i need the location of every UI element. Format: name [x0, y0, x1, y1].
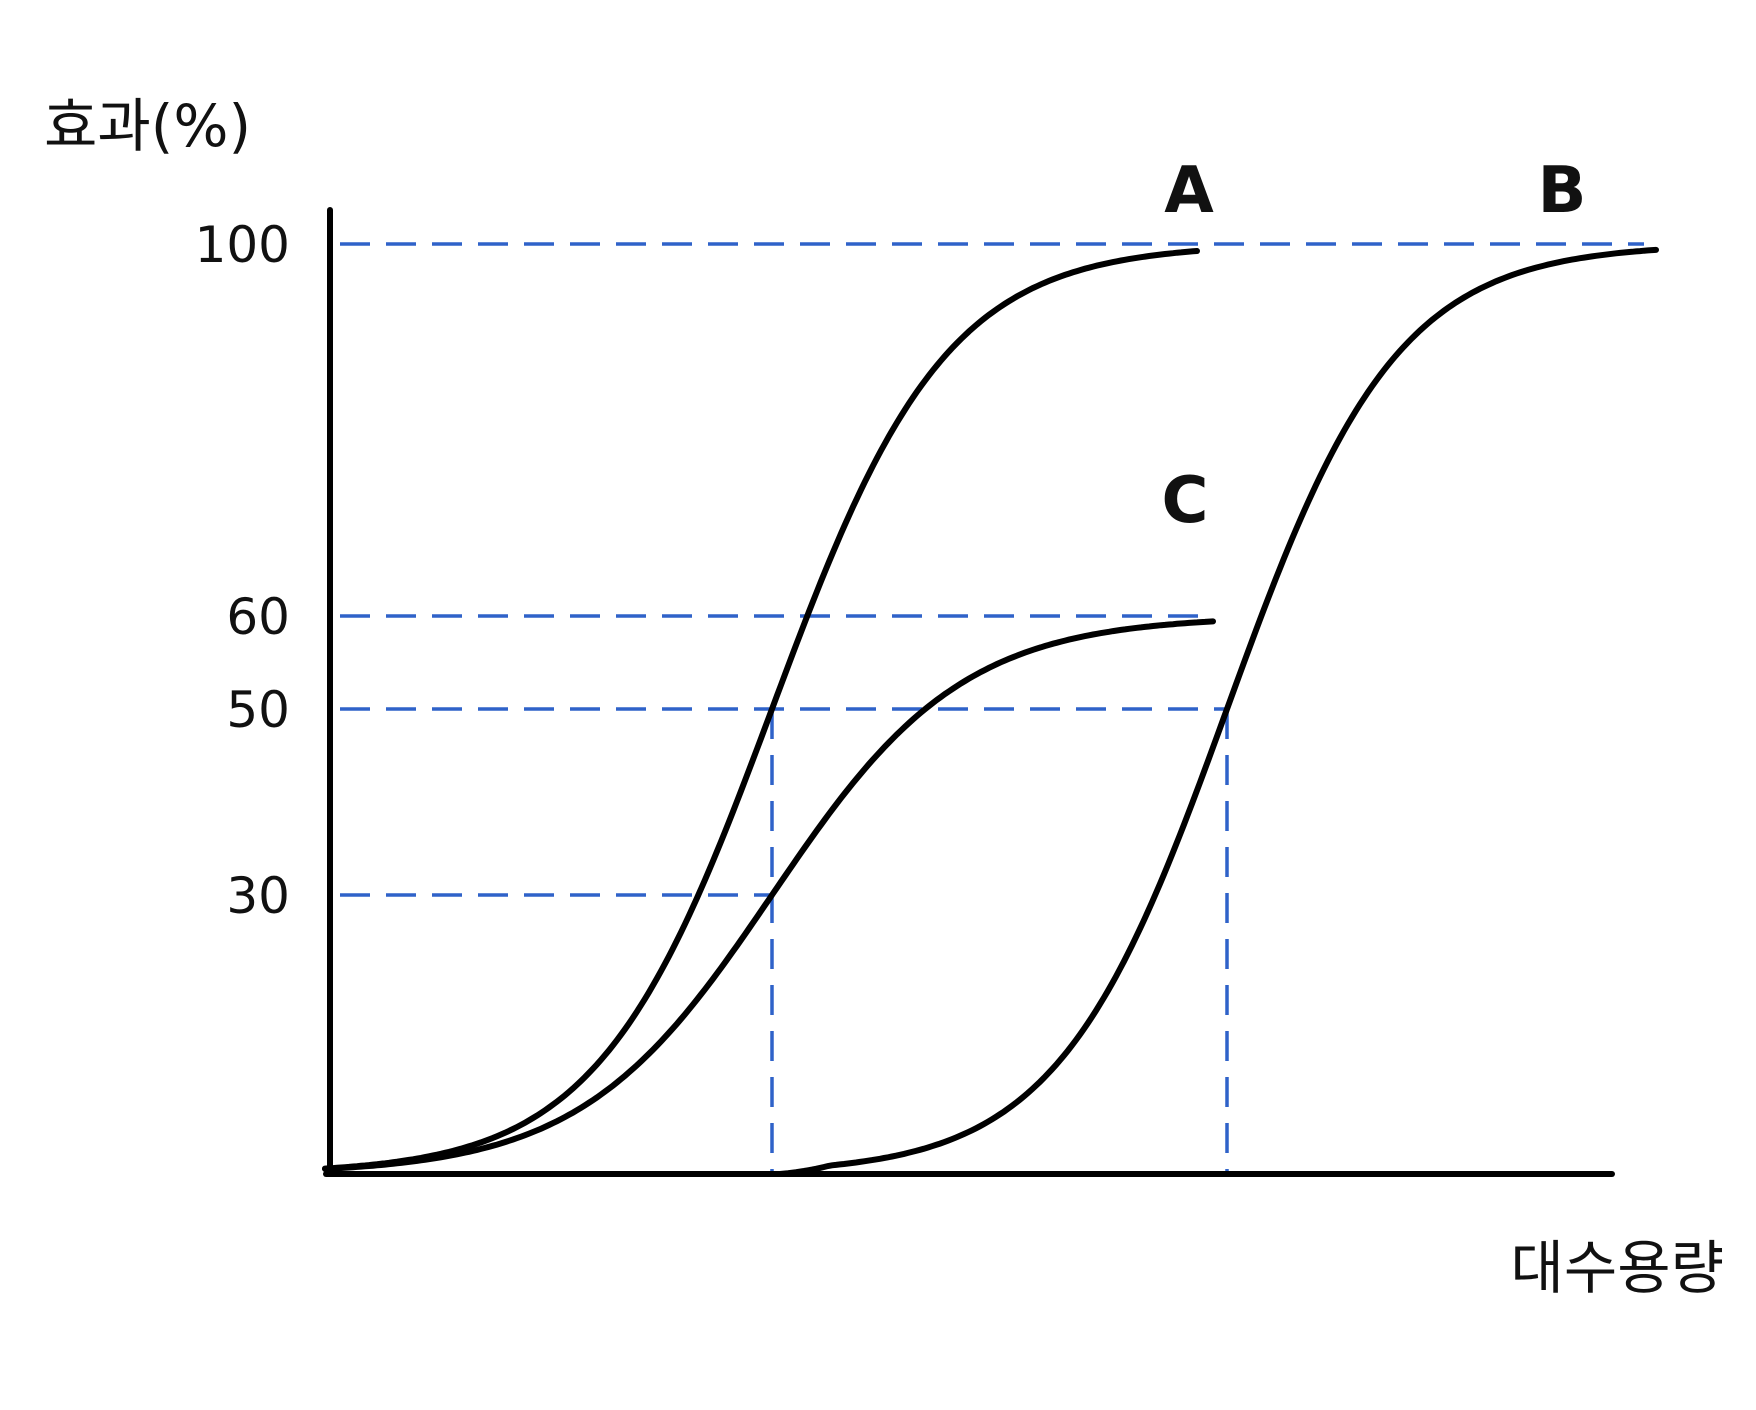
y-tick-50: 50 [226, 681, 290, 739]
curve-b [777, 246, 1659, 1177]
curve-c [322, 618, 1216, 1172]
curves [322, 246, 1659, 1177]
curve-labels: A C B [1162, 154, 1587, 538]
y-tick-30: 30 [226, 867, 290, 925]
curve-label-c: C [1162, 464, 1209, 538]
y-tick-60: 60 [226, 588, 290, 646]
x-axis-title: 대수용량 [1511, 1234, 1724, 1302]
y-axis-title: 효과(%) [44, 92, 251, 160]
y-tick-labels: 100 60 50 30 [195, 216, 290, 925]
y-tick-100: 100 [195, 216, 290, 274]
curve-a [322, 248, 1200, 1172]
curve-label-a: A [1164, 154, 1214, 228]
reference-guides [340, 242, 1644, 1174]
curve-label-b: B [1538, 154, 1587, 228]
